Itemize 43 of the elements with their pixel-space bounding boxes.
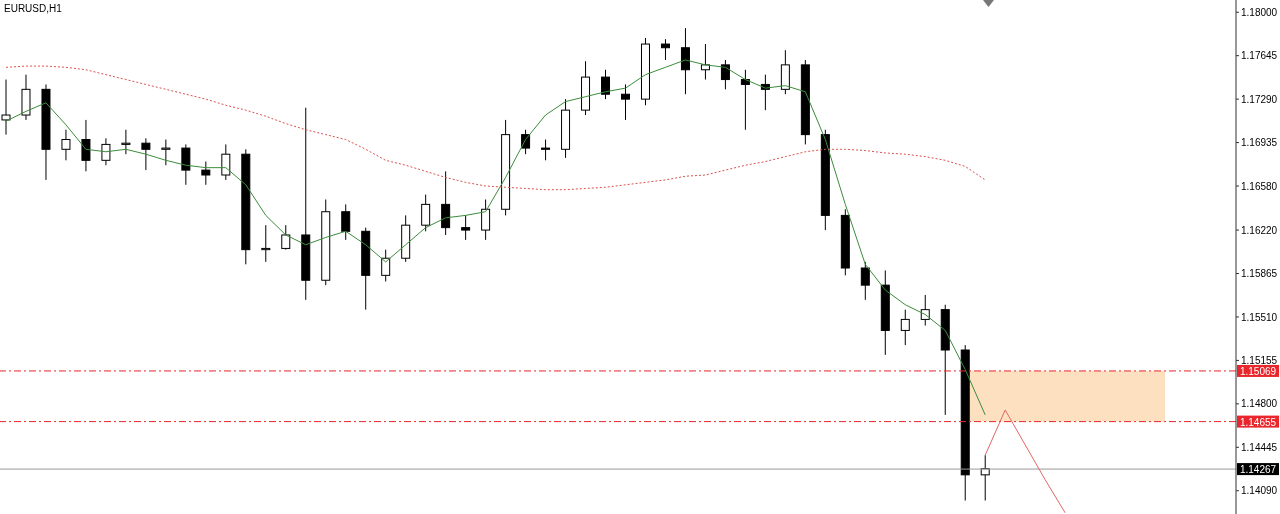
y-tick-label: 1.16580 <box>1241 180 1278 192</box>
ref-line-label: 1.15069 <box>1239 365 1277 377</box>
y-tick-label: 1.15510 <box>1241 311 1278 323</box>
y-tick-label: 1.17645 <box>1241 50 1278 62</box>
y-tick-label: 1.14445 <box>1241 441 1278 453</box>
y-tick-label: 1.14090 <box>1241 485 1278 497</box>
candlestick <box>121 129 131 155</box>
y-tick-label: 1.15155 <box>1241 354 1278 366</box>
candlestick <box>161 139 171 166</box>
y-tick-label: 1.18000 <box>1241 6 1278 18</box>
candlestick <box>141 137 151 171</box>
line-series <box>984 409 1066 514</box>
candlestick <box>900 309 910 346</box>
candlestick <box>181 143 191 186</box>
chart-title: EURUSD,H1 <box>4 3 62 14</box>
candlestick <box>421 194 431 232</box>
candlestick <box>541 139 551 161</box>
candlestick <box>61 129 71 161</box>
line-series <box>5 65 986 191</box>
candlestick <box>680 27 690 95</box>
y-tick-label: 1.17290 <box>1241 93 1278 105</box>
candlestick <box>860 261 870 301</box>
candlestick <box>601 69 611 100</box>
candlestick <box>381 249 391 282</box>
candlestick <box>481 198 491 241</box>
y-tick-label: 1.16935 <box>1241 137 1278 149</box>
y-tick-label: 1.15865 <box>1241 268 1278 280</box>
candlestick <box>101 137 111 166</box>
candlestick <box>81 119 91 172</box>
candlestick <box>201 161 211 186</box>
candlestick <box>261 224 271 263</box>
candlestick <box>281 224 291 251</box>
candlestick <box>341 203 351 241</box>
candlestick <box>441 170 451 236</box>
ref-line-label: 1.14655 <box>1239 416 1277 428</box>
candlestick <box>621 83 630 121</box>
y-tick-label: 1.16220 <box>1241 224 1278 236</box>
candlestick <box>221 143 231 181</box>
ref-line-label: 1.14267 <box>1239 464 1277 476</box>
candlestick <box>461 214 471 241</box>
candlestick <box>660 38 670 61</box>
candlestick <box>720 59 730 90</box>
y-tick-label: 1.14800 <box>1241 398 1278 410</box>
